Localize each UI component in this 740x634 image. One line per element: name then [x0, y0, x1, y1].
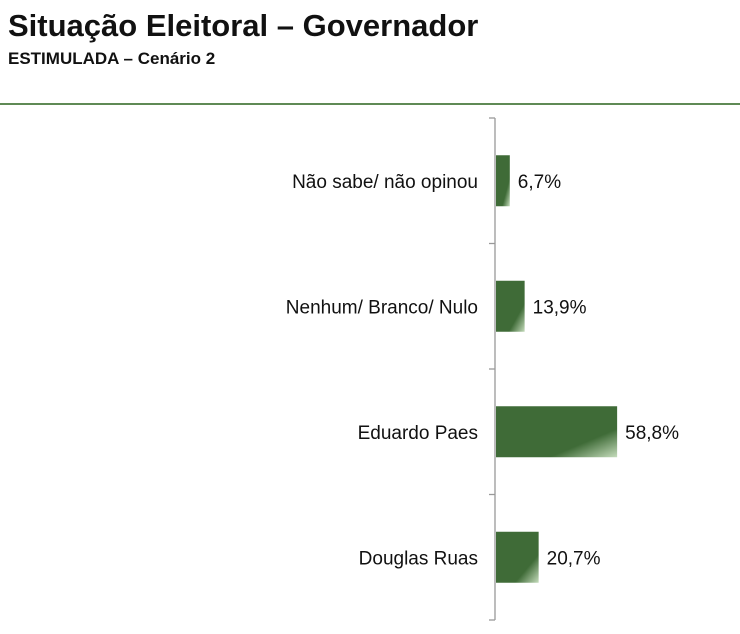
bar	[496, 155, 510, 207]
bar	[496, 531, 539, 583]
category-label: Douglas Ruas	[359, 548, 478, 569]
bar	[496, 280, 525, 332]
value-label: 20,7%	[547, 548, 601, 569]
category-label: Eduardo Paes	[358, 423, 478, 444]
header-divider	[0, 103, 740, 105]
chart-subtitle: ESTIMULADA – Cenário 2	[8, 49, 216, 68]
value-label: 58,8%	[625, 423, 679, 444]
category-label: Não sabe/ não opinou	[292, 172, 478, 193]
bar	[496, 406, 618, 458]
category-label: Nenhum/ Branco/ Nulo	[286, 297, 478, 318]
chart-title: Situação Eleitoral – Governador	[8, 8, 479, 43]
value-label: 13,9%	[533, 297, 587, 318]
value-label: 6,7%	[518, 172, 561, 193]
